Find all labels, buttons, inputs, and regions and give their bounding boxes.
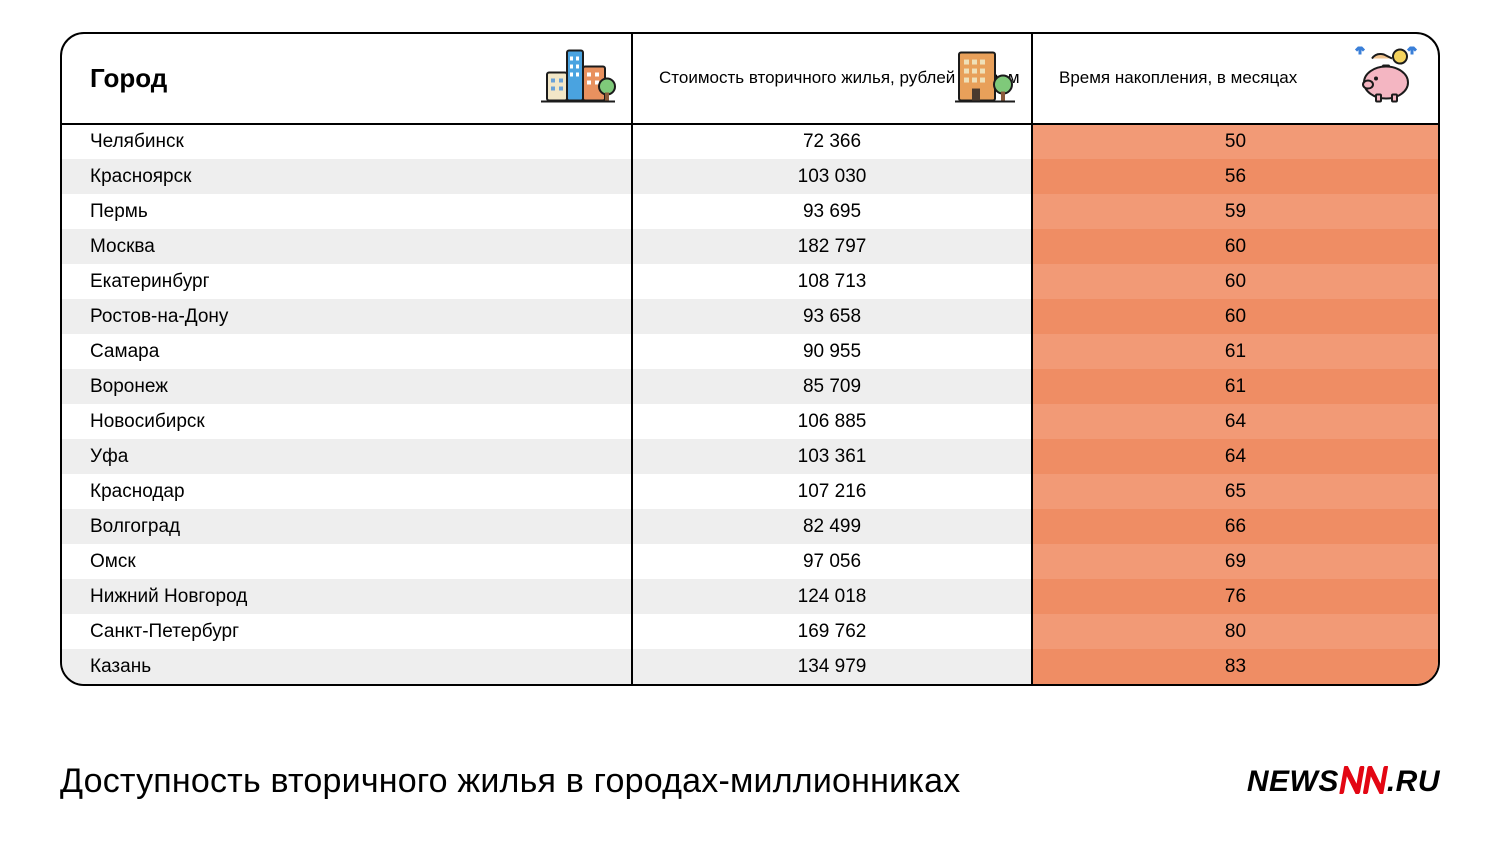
- cell-months: 64: [1032, 439, 1438, 474]
- cell-months: 56: [1032, 159, 1438, 194]
- cell-price: 107 216: [632, 474, 1032, 509]
- table-row: Екатеринбург108 71360: [62, 264, 1438, 299]
- table-row: Нижний Новгород124 01876: [62, 579, 1438, 614]
- cell-months: 66: [1032, 509, 1438, 544]
- cell-price: 103 030: [632, 159, 1032, 194]
- cell-price: 72 366: [632, 124, 1032, 159]
- cell-city: Челябинск: [62, 124, 632, 159]
- table-row: Новосибирск106 88564: [62, 404, 1438, 439]
- cell-price: 97 056: [632, 544, 1032, 579]
- cell-city: Омск: [62, 544, 632, 579]
- table-row: Воронеж85 70961: [62, 369, 1438, 404]
- table-row: Ростов-на-Дону93 65860: [62, 299, 1438, 334]
- cell-months: 60: [1032, 264, 1438, 299]
- cell-months: 60: [1032, 299, 1438, 334]
- table-row: Уфа103 36164: [62, 439, 1438, 474]
- table-row: Пермь93 69559: [62, 194, 1438, 229]
- col-header-months: Время накопления, в месяцах: [1032, 34, 1438, 124]
- col-header-price: Стоимость вторичного жилья, рублей за кв…: [632, 34, 1032, 124]
- cell-city: Волгоград: [62, 509, 632, 544]
- cell-months: 76: [1032, 579, 1438, 614]
- cell-price: 182 797: [632, 229, 1032, 264]
- logo-part-news: NEWS: [1247, 765, 1339, 799]
- cell-price: 90 955: [632, 334, 1032, 369]
- cell-price: 124 018: [632, 579, 1032, 614]
- cell-price: 93 658: [632, 299, 1032, 334]
- cell-price: 134 979: [632, 649, 1032, 684]
- logo-part-nn: [1338, 766, 1388, 802]
- cell-months: 83: [1032, 649, 1438, 684]
- cell-months: 59: [1032, 194, 1438, 229]
- cell-city: Пермь: [62, 194, 632, 229]
- col-header-city: Город: [62, 34, 632, 124]
- piggy-icon: [1350, 46, 1420, 111]
- cell-city: Екатеринбург: [62, 264, 632, 299]
- cell-city: Красноярск: [62, 159, 632, 194]
- housing-table: Город: [60, 32, 1440, 686]
- cell-price: 108 713: [632, 264, 1032, 299]
- cell-price: 93 695: [632, 194, 1032, 229]
- cell-city: Воронеж: [62, 369, 632, 404]
- cell-months: 60: [1032, 229, 1438, 264]
- cell-city: Ростов-на-Дону: [62, 299, 632, 334]
- cell-months: 61: [1032, 369, 1438, 404]
- cell-price: 82 499: [632, 509, 1032, 544]
- source-logo: NEWS .RU: [1247, 764, 1440, 800]
- cell-city: Нижний Новгород: [62, 579, 632, 614]
- cell-months: 80: [1032, 614, 1438, 649]
- cell-months: 69: [1032, 544, 1438, 579]
- cell-city: Санкт-Петербург: [62, 614, 632, 649]
- table-row: Омск97 05669: [62, 544, 1438, 579]
- table-row: Самара90 95561: [62, 334, 1438, 369]
- caption: Доступность вторичного жилья в городах-м…: [60, 762, 960, 801]
- col-header-months-label: Время накопления, в месяцах: [1059, 68, 1297, 87]
- cell-price: 106 885: [632, 404, 1032, 439]
- cell-city: Краснодар: [62, 474, 632, 509]
- cell-city: Новосибирск: [62, 404, 632, 439]
- col-header-city-label: Город: [90, 63, 167, 93]
- table-row: Челябинск72 36650: [62, 124, 1438, 159]
- cell-city: Уфа: [62, 439, 632, 474]
- footer: Доступность вторичного жилья в городах-м…: [60, 762, 1440, 801]
- building-icon: [953, 46, 1017, 111]
- cell-months: 65: [1032, 474, 1438, 509]
- table-body: Челябинск72 36650Красноярск103 03056Перм…: [62, 124, 1438, 684]
- cell-city: Казань: [62, 649, 632, 684]
- city-icon: [539, 46, 617, 111]
- table-row: Казань134 97983: [62, 649, 1438, 684]
- cell-months: 61: [1032, 334, 1438, 369]
- cell-months: 64: [1032, 404, 1438, 439]
- table-row: Краснодар107 21665: [62, 474, 1438, 509]
- cell-city: Самара: [62, 334, 632, 369]
- table-row: Волгоград82 49966: [62, 509, 1438, 544]
- cell-months: 50: [1032, 124, 1438, 159]
- cell-price: 169 762: [632, 614, 1032, 649]
- table-row: Красноярск103 03056: [62, 159, 1438, 194]
- cell-price: 85 709: [632, 369, 1032, 404]
- cell-price: 103 361: [632, 439, 1032, 474]
- cell-city: Москва: [62, 229, 632, 264]
- table-row: Санкт-Петербург169 76280: [62, 614, 1438, 649]
- table-row: Москва182 79760: [62, 229, 1438, 264]
- table: Город: [62, 34, 1438, 684]
- logo-part-ru: .RU: [1387, 765, 1440, 799]
